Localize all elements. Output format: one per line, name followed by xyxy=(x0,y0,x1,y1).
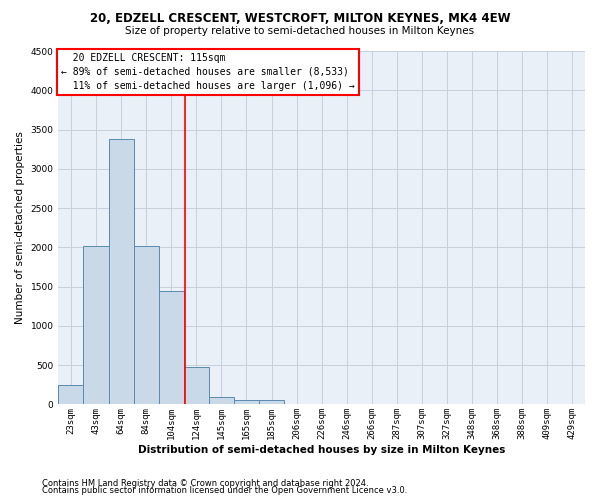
Bar xyxy=(184,366,209,405)
Bar xyxy=(259,400,284,404)
X-axis label: Distribution of semi-detached houses by size in Milton Keynes: Distribution of semi-detached houses by … xyxy=(138,445,505,455)
Bar xyxy=(234,400,259,404)
Text: Size of property relative to semi-detached houses in Milton Keynes: Size of property relative to semi-detach… xyxy=(125,26,475,36)
Bar xyxy=(134,246,159,404)
Text: Contains HM Land Registry data © Crown copyright and database right 2024.: Contains HM Land Registry data © Crown c… xyxy=(42,478,368,488)
Bar xyxy=(209,396,234,404)
Bar xyxy=(83,246,109,404)
Text: 20 EDZELL CRESCENT: 115sqm
← 89% of semi-detached houses are smaller (8,533)
  1: 20 EDZELL CRESCENT: 115sqm ← 89% of semi… xyxy=(61,53,355,91)
Bar xyxy=(109,139,134,404)
Text: 20, EDZELL CRESCENT, WESTCROFT, MILTON KEYNES, MK4 4EW: 20, EDZELL CRESCENT, WESTCROFT, MILTON K… xyxy=(89,12,511,26)
Bar xyxy=(159,290,184,405)
Bar xyxy=(58,385,83,404)
Text: Contains public sector information licensed under the Open Government Licence v3: Contains public sector information licen… xyxy=(42,486,407,495)
Y-axis label: Number of semi-detached properties: Number of semi-detached properties xyxy=(15,132,25,324)
